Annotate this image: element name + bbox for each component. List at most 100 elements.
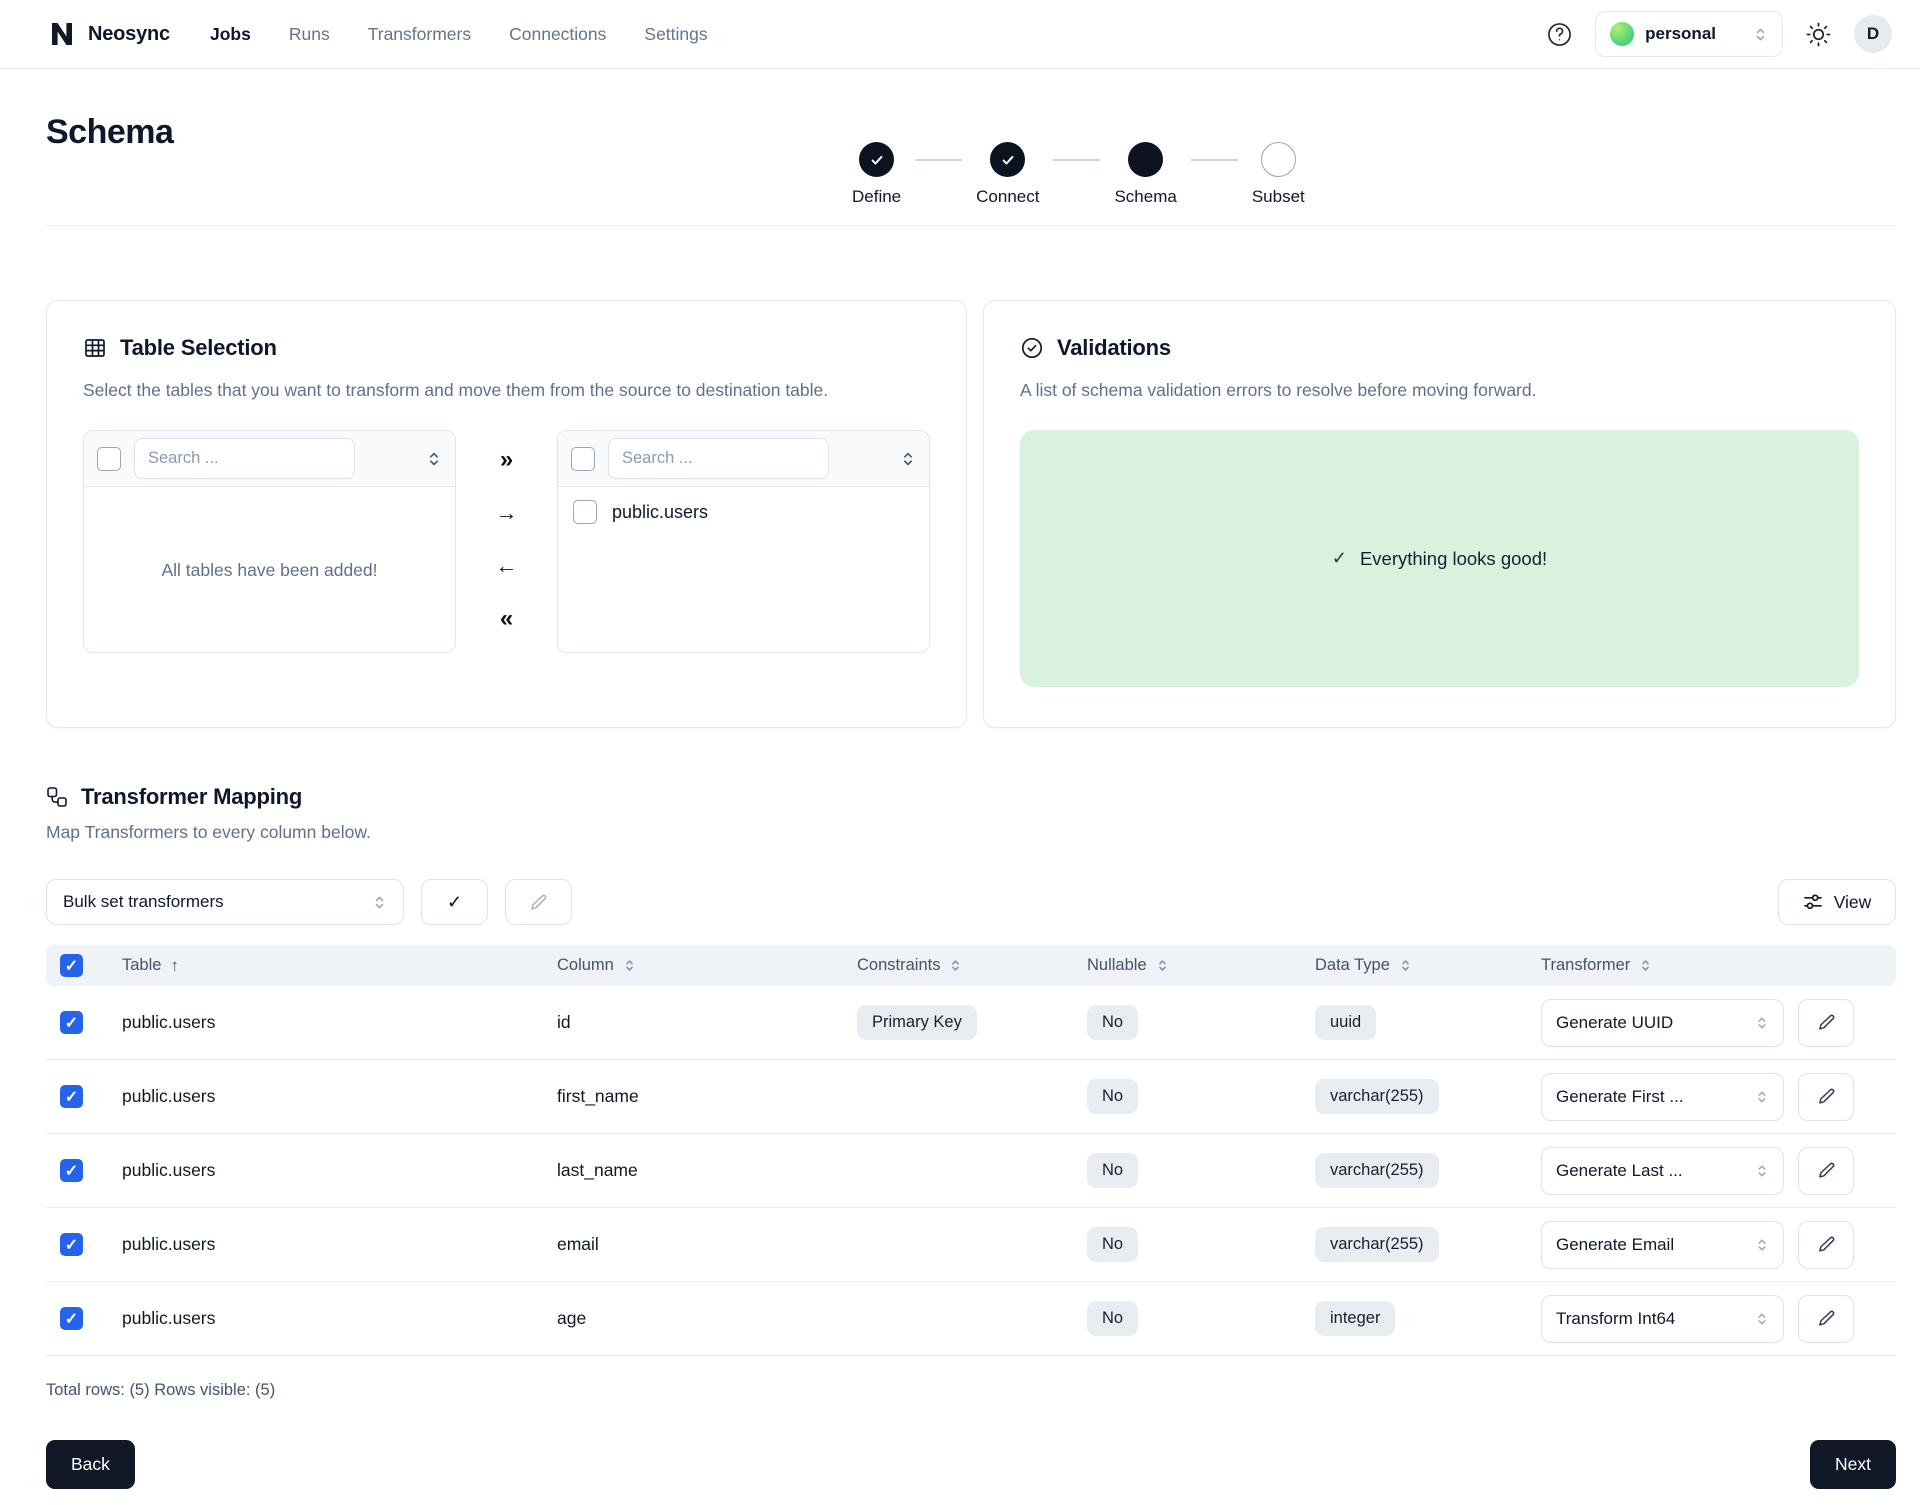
cell-column: first_name: [557, 1086, 639, 1106]
source-search-input[interactable]: [134, 438, 355, 479]
column-header-constraints[interactable]: Constraints: [845, 956, 1075, 975]
step-label: Connect: [976, 187, 1040, 206]
brand[interactable]: Neosync: [46, 18, 170, 50]
transformer-select[interactable]: Generate Email: [1541, 1220, 1784, 1269]
mapping-toolbar: Bulk set transformers ✓ View: [46, 879, 1896, 925]
cell-column: last_name: [557, 1160, 638, 1180]
main-nav: Jobs Runs Transformers Connections Setti…: [210, 24, 708, 45]
move-all-right-button[interactable]: »: [487, 440, 527, 480]
source-empty-message: All tables have been added!: [161, 560, 378, 580]
chevrons-up-down-icon: [1758, 1164, 1766, 1177]
edit-transformer-button[interactable]: [1798, 1294, 1854, 1343]
move-left-button[interactable]: ←: [487, 546, 527, 586]
page-actions: Back Next: [46, 1440, 1896, 1489]
step-label: Schema: [1114, 187, 1177, 206]
chevrons-up-down-icon: [1758, 1312, 1766, 1325]
source-tables-panel: All tables have been added!: [83, 430, 456, 653]
nullable-badge: No: [1087, 1301, 1139, 1336]
top-navbar: Neosync Jobs Runs Transformers Connectio…: [0, 0, 1920, 69]
step-subset[interactable]: Subset: [1252, 142, 1305, 207]
table-selection-card: Table Selection Select the tables that y…: [46, 300, 967, 728]
dest-search-input[interactable]: [608, 438, 829, 479]
theme-toggle-sun-icon[interactable]: [1805, 21, 1832, 48]
step-complete-check-icon: [990, 142, 1026, 177]
view-columns-button[interactable]: View: [1778, 879, 1896, 925]
validations-card: Validations A list of schema validation …: [983, 300, 1896, 728]
step-schema[interactable]: Schema: [1114, 142, 1177, 207]
move-right-button[interactable]: →: [487, 493, 527, 533]
table-grid-icon: [83, 336, 107, 360]
row-checkbox[interactable]: [60, 1159, 83, 1182]
row-checkbox[interactable]: [60, 1011, 83, 1034]
move-all-left-button[interactable]: «: [487, 599, 527, 639]
edit-transformer-button[interactable]: [1798, 1220, 1854, 1269]
table-row-count: Total rows: (5) Rows visible: (5): [46, 1381, 276, 1399]
step-connect[interactable]: Connect: [976, 142, 1039, 207]
row-checkbox[interactable]: [60, 1085, 83, 1108]
destination-tables-panel: public.users: [557, 430, 930, 653]
edit-transformer-button[interactable]: [1798, 1072, 1854, 1121]
edit-transformer-button[interactable]: [1798, 998, 1854, 1047]
nullable-badge: No: [1087, 1227, 1139, 1262]
next-button[interactable]: Next: [1810, 1440, 1896, 1489]
dest-table-list-item[interactable]: public.users: [558, 487, 929, 537]
table-row: public.users age No integer Transform In…: [46, 1282, 1896, 1356]
cell-column: id: [557, 1012, 571, 1032]
step-define[interactable]: Define: [852, 142, 901, 207]
step-label: Define: [852, 187, 902, 206]
help-icon[interactable]: [1546, 21, 1573, 48]
nav-item-connections[interactable]: Connections: [509, 23, 607, 44]
column-header-table[interactable]: Table ↑: [110, 956, 545, 976]
datatype-badge: uuid: [1315, 1005, 1377, 1040]
transformer-select[interactable]: Generate UUID: [1541, 998, 1784, 1047]
datatype-badge: varchar(255): [1315, 1079, 1439, 1114]
step-connector: [1190, 159, 1238, 161]
nav-item-transformers[interactable]: Transformers: [367, 23, 472, 44]
sort-chevrons-icon[interactable]: [900, 451, 916, 467]
table-row: public.users id Primary Key No uuid Gene…: [46, 986, 1896, 1060]
step-connector: [915, 159, 963, 161]
nav-item-runs[interactable]: Runs: [288, 23, 330, 44]
section-description: Map Transformers to every column below.: [46, 822, 371, 842]
column-header-transformer[interactable]: Transformer: [1529, 956, 1896, 975]
cell-column: email: [557, 1234, 599, 1254]
cell-table: public.users: [122, 1308, 216, 1328]
pencil-icon: [1818, 1162, 1834, 1178]
account-switcher[interactable]: personal: [1595, 11, 1783, 57]
dest-select-all-checkbox[interactable]: [571, 446, 595, 471]
card-description: A list of schema validation errors to re…: [1020, 380, 1537, 400]
sort-chevrons-icon: [1158, 960, 1166, 971]
dest-item-checkbox[interactable]: [573, 500, 597, 524]
validation-success-box: ✓ Everything looks good!: [1020, 430, 1859, 687]
pencil-icon: [1818, 1310, 1834, 1326]
bulk-select-value: Bulk set transformers: [63, 892, 224, 911]
cell-column: age: [557, 1308, 587, 1328]
bulk-transformer-select[interactable]: Bulk set transformers: [46, 879, 404, 925]
row-checkbox[interactable]: [60, 1307, 83, 1330]
step-connector: [1053, 159, 1101, 161]
dest-item-label: public.users: [612, 501, 709, 522]
transformer-select[interactable]: Transform Int64: [1541, 1294, 1784, 1343]
nav-item-settings[interactable]: Settings: [644, 23, 708, 44]
back-button[interactable]: Back: [46, 1440, 135, 1489]
nav-item-jobs[interactable]: Jobs: [209, 23, 251, 44]
transformer-select[interactable]: Generate Last ...: [1541, 1146, 1784, 1195]
step-current-dot: [1128, 142, 1164, 177]
workflow-icon: [46, 786, 68, 808]
schema-table: Table ↑ Column Constraints Nullable Data…: [46, 945, 1896, 1356]
chevrons-up-down-icon: [375, 896, 384, 908]
column-header-datatype[interactable]: Data Type: [1303, 956, 1529, 975]
sort-chevrons-icon[interactable]: [426, 451, 442, 467]
page-content: Schema Define Connect Schema: [0, 69, 1920, 1489]
edit-bulk-button[interactable]: [505, 879, 572, 925]
transformer-select[interactable]: Generate First ...: [1541, 1072, 1784, 1121]
column-header-nullable[interactable]: Nullable: [1075, 956, 1303, 975]
column-header-column[interactable]: Column: [545, 956, 845, 975]
select-all-rows-checkbox[interactable]: [60, 954, 83, 977]
row-checkbox[interactable]: [60, 1233, 83, 1256]
user-avatar[interactable]: D: [1854, 15, 1892, 53]
chevrons-up-down-icon: [1753, 27, 1768, 42]
apply-bulk-button[interactable]: ✓: [421, 879, 488, 925]
source-select-all-checkbox[interactable]: [97, 446, 121, 471]
edit-transformer-button[interactable]: [1798, 1146, 1854, 1195]
